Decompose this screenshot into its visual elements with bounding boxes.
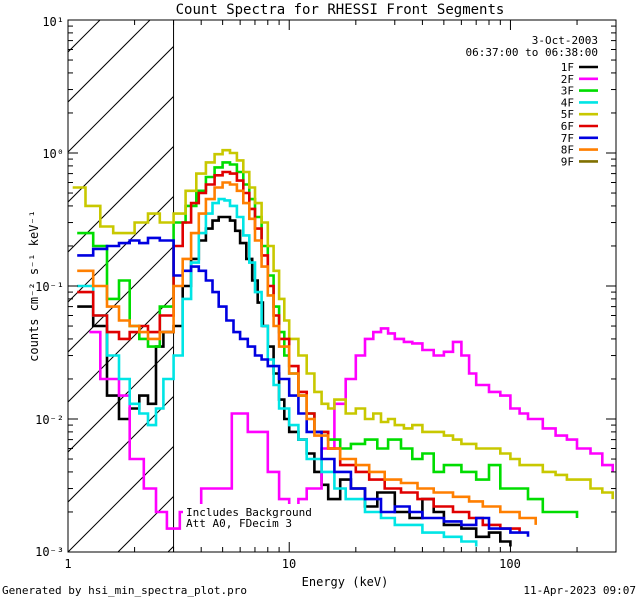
series-layer (72, 148, 614, 547)
series-line-3f (77, 161, 579, 518)
legend-label-9f: 9F (561, 155, 574, 168)
hatch-line (468, 0, 640, 552)
hatch-line (68, 445, 174, 552)
series-line-4f (77, 197, 478, 547)
time-range: 06:37:00 to 06:38:00 (466, 46, 598, 59)
x-tick-label-10: 10 (282, 557, 296, 571)
hatch-line (618, 0, 640, 552)
legend-label-1f: 1F (561, 61, 574, 74)
hatch-line (518, 0, 640, 552)
y-tick-label-1e-1: 10⁻¹ (35, 280, 64, 294)
legend-label-2f: 2F (561, 73, 574, 86)
hatch-line (218, 0, 640, 552)
annotation-box: Includes Background Att A0, FDecim 3 (183, 504, 313, 530)
legend-label-7f: 7F (561, 132, 574, 145)
observation-date: 3-Oct-2003 (532, 34, 598, 47)
chart-title: Count Spectra for RHESSI Front Segments (176, 2, 505, 18)
y-tick-label-1e-3: 10⁻³ (35, 545, 64, 559)
legend-label-6f: 6F (561, 120, 574, 133)
series-line-7f (77, 236, 530, 537)
hatch-line (68, 295, 174, 403)
annotation-attenuator: Att A0, FDecim 3 (186, 517, 292, 530)
legend-label-8f: 8F (561, 144, 574, 157)
hatch-line (68, 395, 174, 503)
legend-label-4f: 4F (561, 96, 574, 109)
y-tick-label-1e-2: 10⁻² (35, 413, 64, 427)
hatch-line (68, 45, 174, 153)
annotation-background: Includes Background (186, 506, 312, 519)
hatch-line (318, 0, 640, 552)
footer-timestamp: 11-Apr-2023 09:07 (523, 584, 636, 597)
series-line-1f (77, 215, 512, 547)
hatch-line (268, 0, 640, 552)
hatch-line (568, 0, 640, 552)
hatch-line (418, 0, 640, 552)
x-axis-label: Energy (keV) (302, 575, 389, 589)
y-axis-label: counts cm⁻² s⁻¹ keV⁻¹ (27, 210, 41, 362)
hatch-line (368, 0, 640, 552)
series-line-8f (77, 181, 537, 525)
hatch-line (68, 245, 174, 353)
y-tick-label-1e1: 10¹ (42, 15, 64, 29)
series-line-5f (72, 148, 614, 500)
legend-label-3f: 3F (561, 85, 574, 98)
x-tick-label-100: 100 (499, 557, 521, 571)
y-tick-label-1e0: 10⁰ (42, 147, 64, 161)
footer-generated-by: Generated by hsi_min_spectra_plot.pro (2, 584, 247, 597)
x-tick-label-1: 1 (64, 557, 71, 571)
hatch-line (68, 20, 151, 103)
hatch-line (68, 345, 174, 453)
hatch-line (68, 195, 174, 303)
axis-ticks (67, 19, 617, 553)
legend-label-5f: 5F (561, 108, 574, 121)
